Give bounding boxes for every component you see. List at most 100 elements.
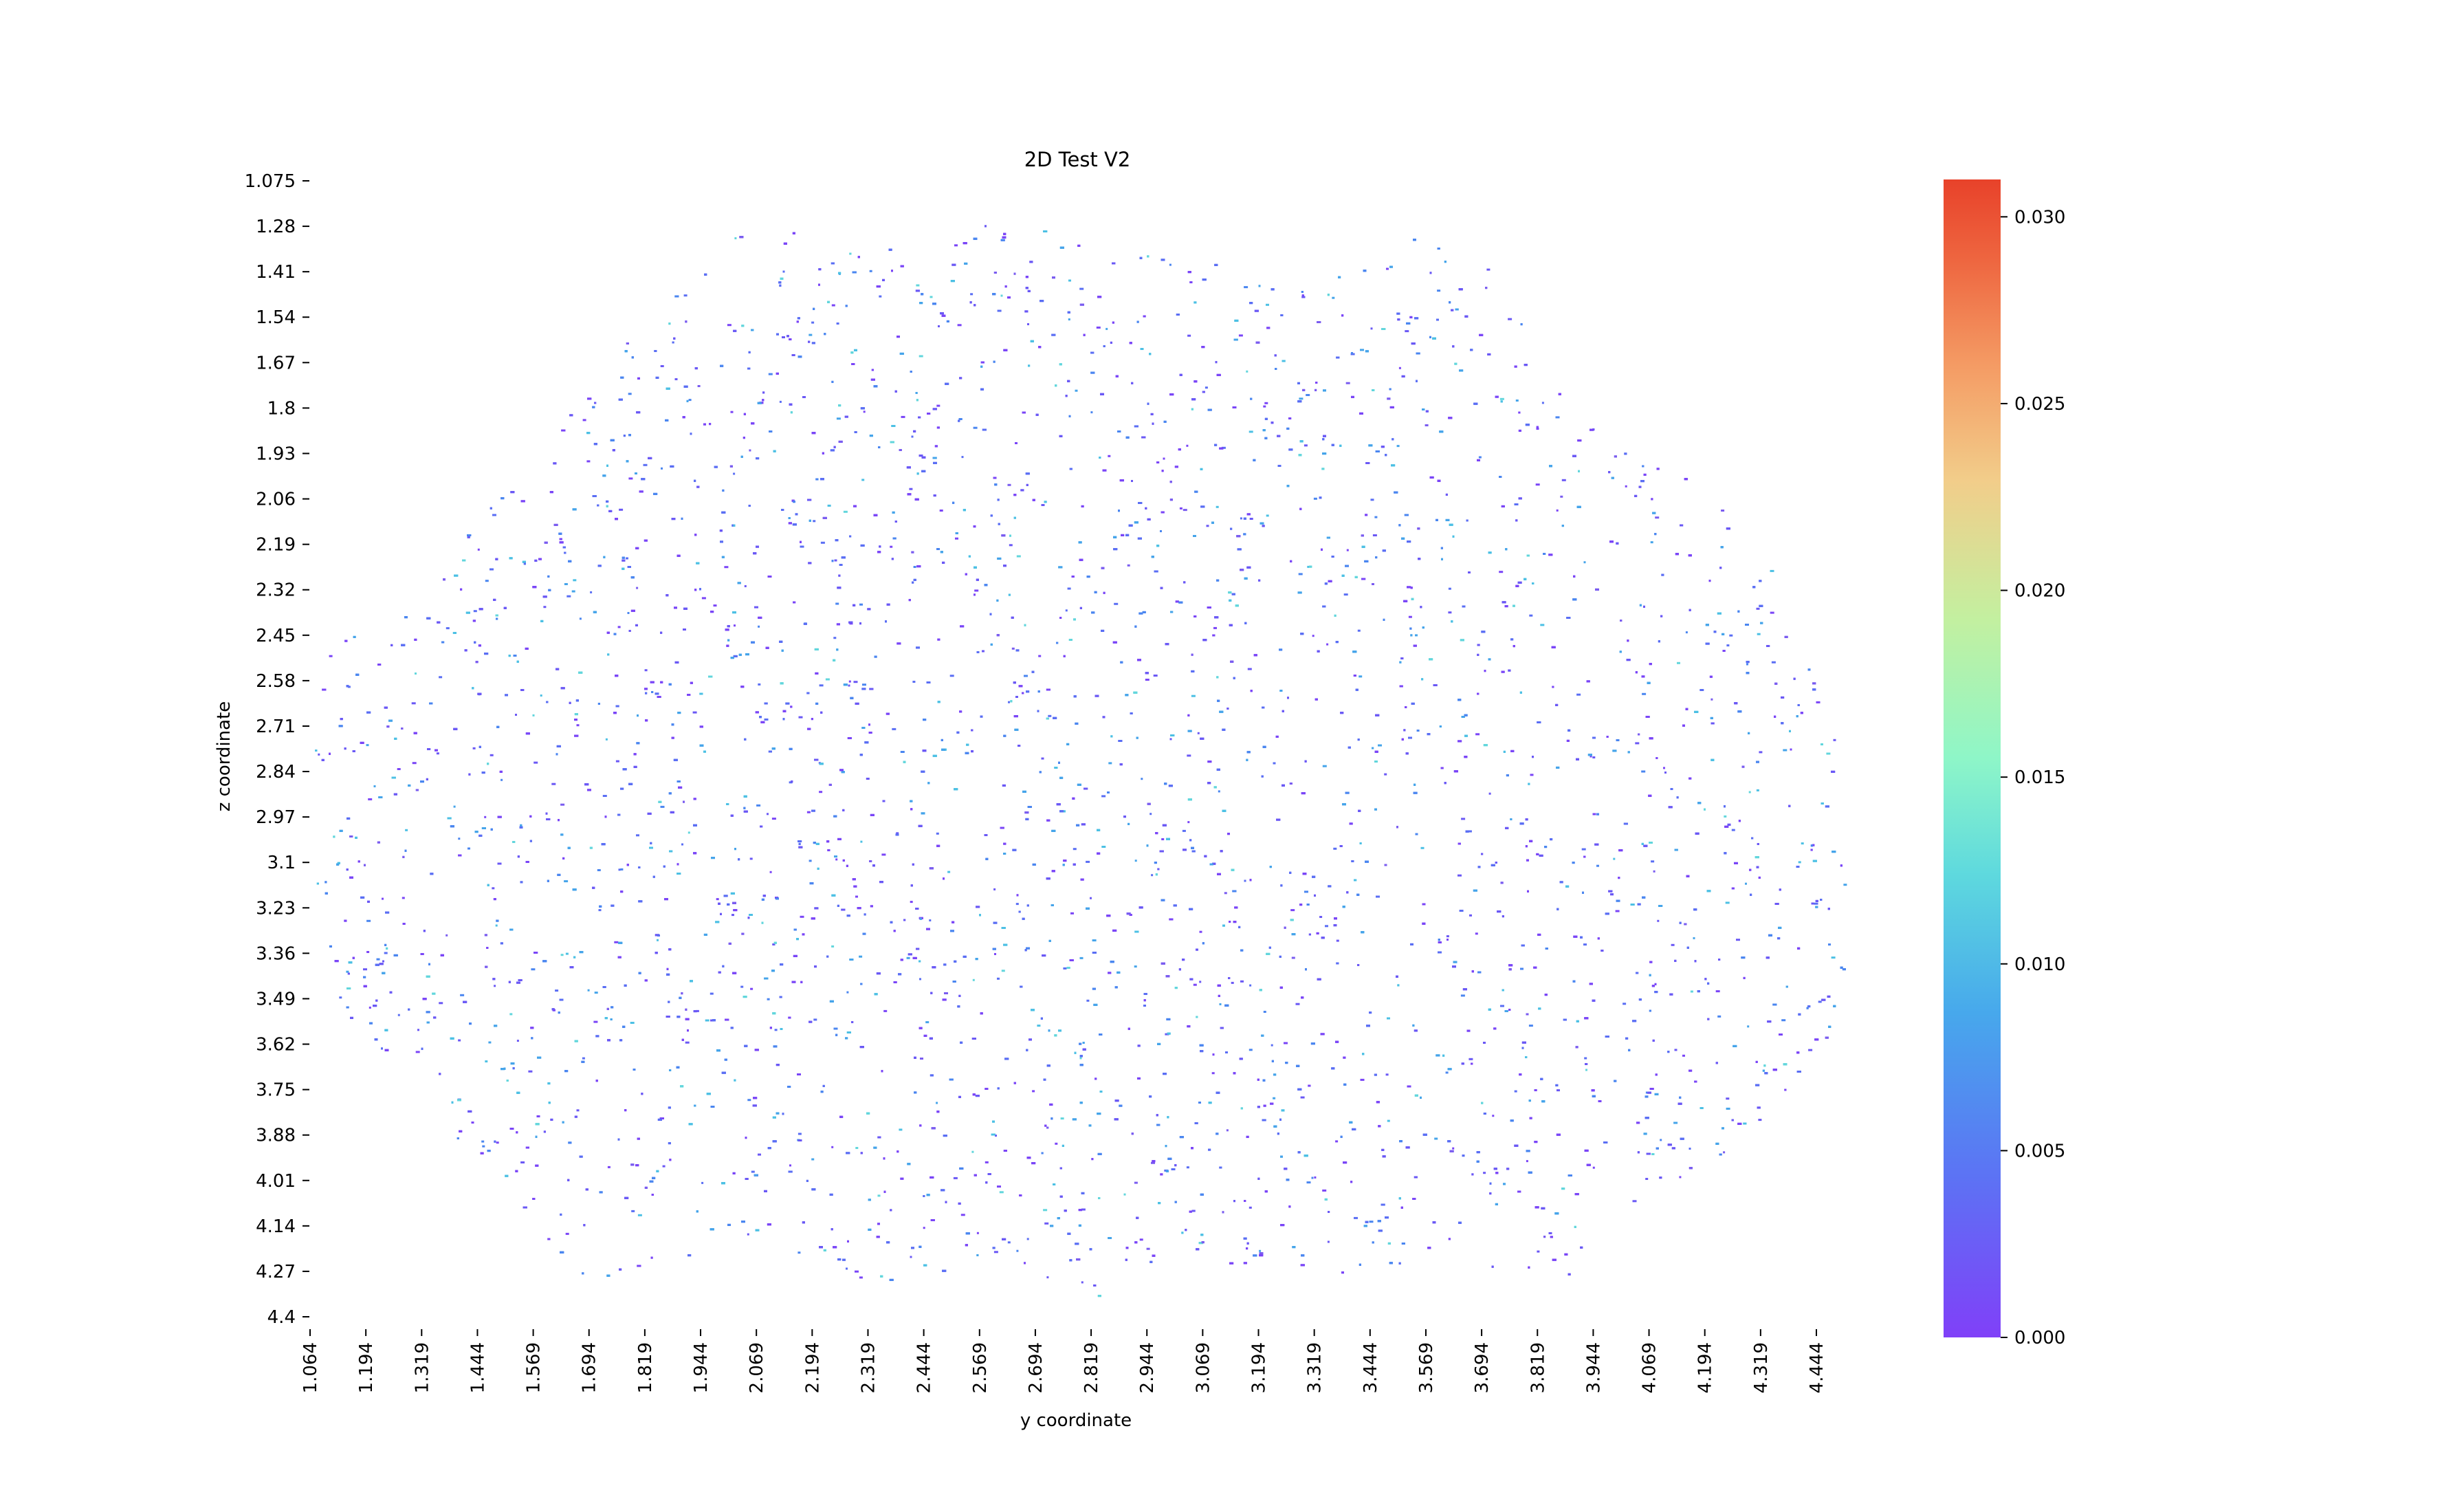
- data-point: [1314, 1176, 1317, 1179]
- data-point: [758, 625, 760, 628]
- data-point: [576, 1109, 580, 1112]
- data-point: [1038, 655, 1042, 657]
- data-point: [997, 309, 1002, 312]
- data-point: [808, 860, 812, 862]
- data-point: [825, 678, 830, 681]
- data-point: [1818, 1000, 1822, 1003]
- data-point: [485, 580, 489, 582]
- data-point: [1322, 1189, 1327, 1192]
- data-point: [1583, 561, 1586, 564]
- data-point: [1700, 689, 1704, 691]
- data-point: [1048, 714, 1052, 717]
- data-point: [560, 803, 565, 806]
- data-point: [566, 595, 571, 598]
- data-point: [881, 853, 886, 856]
- data-point: [1584, 1057, 1587, 1060]
- data-point: [1781, 1019, 1786, 1022]
- data-point: [1556, 509, 1559, 512]
- data-point: [1007, 1241, 1011, 1244]
- data-point: [1756, 607, 1760, 610]
- data-point: [768, 373, 773, 375]
- data-point: [1249, 518, 1253, 520]
- data-point: [1833, 738, 1836, 741]
- data-point: [1468, 1058, 1473, 1060]
- data-point: [417, 1029, 419, 1031]
- data-point: [1645, 1178, 1649, 1180]
- data-point: [1246, 370, 1248, 373]
- data-point: [819, 684, 824, 687]
- data-point: [488, 1041, 492, 1044]
- data-point: [853, 681, 858, 683]
- data-point: [1537, 1250, 1540, 1253]
- data-point: [1372, 534, 1377, 536]
- data-point: [1729, 634, 1733, 637]
- data-point: [910, 901, 913, 904]
- data-point: [740, 985, 744, 988]
- data-point: [1632, 1200, 1637, 1203]
- data-point: [751, 1170, 755, 1173]
- data-point: [899, 1128, 903, 1131]
- data-point: [628, 477, 633, 480]
- data-point: [747, 1099, 751, 1102]
- data-point: [1622, 1003, 1627, 1005]
- data-point: [482, 1145, 485, 1148]
- data-point: [1218, 790, 1220, 793]
- data-point: [1592, 756, 1596, 758]
- data-point: [848, 680, 851, 683]
- data-point: [1151, 874, 1154, 877]
- data-point: [1828, 943, 1831, 946]
- data-point: [1092, 939, 1097, 942]
- data-point: [683, 294, 688, 297]
- data-point: [564, 880, 569, 883]
- data-point: [1576, 693, 1581, 696]
- data-point: [1515, 400, 1519, 402]
- data-point: [397, 1014, 400, 1016]
- data-point: [1372, 583, 1374, 585]
- data-point: [1459, 910, 1464, 912]
- data-point: [767, 813, 769, 816]
- data-point: [1415, 833, 1418, 835]
- data-point: [997, 1185, 1001, 1188]
- data-point: [1016, 555, 1021, 558]
- data-point: [705, 1019, 710, 1022]
- data-point: [1645, 1091, 1649, 1094]
- data-point: [1182, 509, 1187, 512]
- data-point: [477, 548, 480, 551]
- data-point: [1086, 860, 1090, 863]
- data-point: [543, 606, 547, 609]
- data-point: [789, 1164, 791, 1167]
- data-point: [1452, 1147, 1455, 1150]
- data-point: [789, 781, 793, 784]
- data-point: [1199, 981, 1202, 983]
- data-point: [1814, 902, 1818, 905]
- data-point: [993, 888, 996, 890]
- data-point: [1670, 788, 1673, 790]
- data-point: [1693, 937, 1695, 939]
- data-point: [1826, 752, 1831, 755]
- data-point: [631, 1210, 635, 1212]
- data-point: [446, 934, 448, 937]
- plot-background: [308, 179, 1840, 1316]
- data-point: [1816, 701, 1820, 703]
- data-point: [1387, 1119, 1390, 1122]
- data-point: [590, 591, 593, 593]
- data-point: [540, 694, 542, 697]
- data-point: [697, 385, 701, 387]
- data-point: [597, 869, 601, 871]
- data-point: [1225, 1051, 1228, 1053]
- data-point: [1660, 1139, 1662, 1141]
- data-point: [1530, 774, 1534, 776]
- data-point: [716, 898, 719, 901]
- data-point: [1206, 525, 1209, 527]
- data-point: [500, 778, 503, 781]
- data-point: [1831, 956, 1836, 959]
- data-point: [446, 627, 450, 630]
- data-point: [771, 818, 776, 820]
- data-point: [628, 393, 632, 395]
- data-point: [1596, 864, 1599, 867]
- data-point: [997, 977, 1000, 980]
- data-point: [565, 1232, 569, 1235]
- data-point: [1322, 765, 1327, 767]
- data-point: [758, 1153, 761, 1156]
- data-point: [1114, 602, 1119, 605]
